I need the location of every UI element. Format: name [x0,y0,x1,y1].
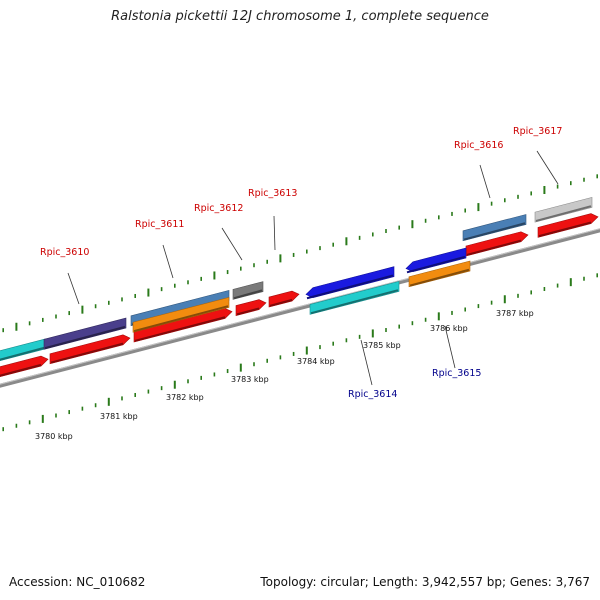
leader-line [162,244,174,279]
gene-feature-rpic-3617[interactable] [534,196,593,223]
accession-text: Accession: NC_010682 [9,575,146,589]
leader-line [273,215,276,251]
chromosome-backbone [0,228,600,388]
gene-label-rpic-3612[interactable]: Rpic_3612 [194,203,243,214]
scale-label-3784: 3784 kbp [297,357,335,366]
gene-feature-rpic-3616[interactable] [462,214,527,242]
lower-tick-track [2,273,599,432]
chromosome-backbone-highlight [0,228,600,385]
topology-text: Topology: circular; Length: 3,942,557 bp… [260,575,590,589]
scale-label-3783: 3783 kbp [231,375,269,384]
gene-label-rpic-3615[interactable]: Rpic_3615 [432,368,481,379]
feature-track [0,196,599,379]
gene-label-rpic-3611[interactable]: Rpic_3611 [135,219,184,230]
scale-label-3785: 3785 kbp [363,341,401,350]
cds-feature[interactable] [268,290,300,308]
scale-label-3780: 3780 kbp [35,432,73,441]
gene-feature[interactable] [132,297,230,333]
label-leader-lines [67,150,559,386]
leader-line [360,339,373,386]
map-title: Ralstonia pickettii 12J chromosome 1, co… [111,9,489,24]
gene-feature-rpic-3612[interactable] [232,281,264,300]
gene-feature[interactable] [309,280,400,315]
gene-label-rpic-3616[interactable]: Rpic_3616 [454,140,503,151]
scale-label-3786: 3786 kbp [430,324,468,333]
cds-feature[interactable] [235,299,267,316]
cds-feature[interactable] [0,355,49,379]
gene-label-rpic-3617[interactable]: Rpic_3617 [513,126,562,137]
leader-line [479,164,491,199]
leader-line [221,227,243,261]
gene-label-rpic-3613[interactable]: Rpic_3613 [248,188,297,199]
gene-label-rpic-3610[interactable]: Rpic_3610 [40,247,89,258]
scale-label-3781: 3781 kbp [100,412,138,421]
upper-tick-track [2,174,599,333]
scale-label-3782: 3782 kbp [166,393,204,402]
cds-feature-rpic-3614[interactable] [305,266,395,300]
gene-feature-rpic-3610[interactable] [43,317,127,350]
scale-label-3787: 3787 kbp [496,309,534,318]
cds-feature[interactable] [537,213,599,238]
gene-label-rpic-3614[interactable]: Rpic_3614 [348,389,397,400]
cds-feature[interactable] [49,334,131,365]
leader-line [444,325,456,369]
leader-line [67,272,80,305]
gene-feature[interactable] [408,260,471,288]
leader-line [536,150,559,185]
cds-feature-rpic-3615[interactable] [405,247,467,274]
